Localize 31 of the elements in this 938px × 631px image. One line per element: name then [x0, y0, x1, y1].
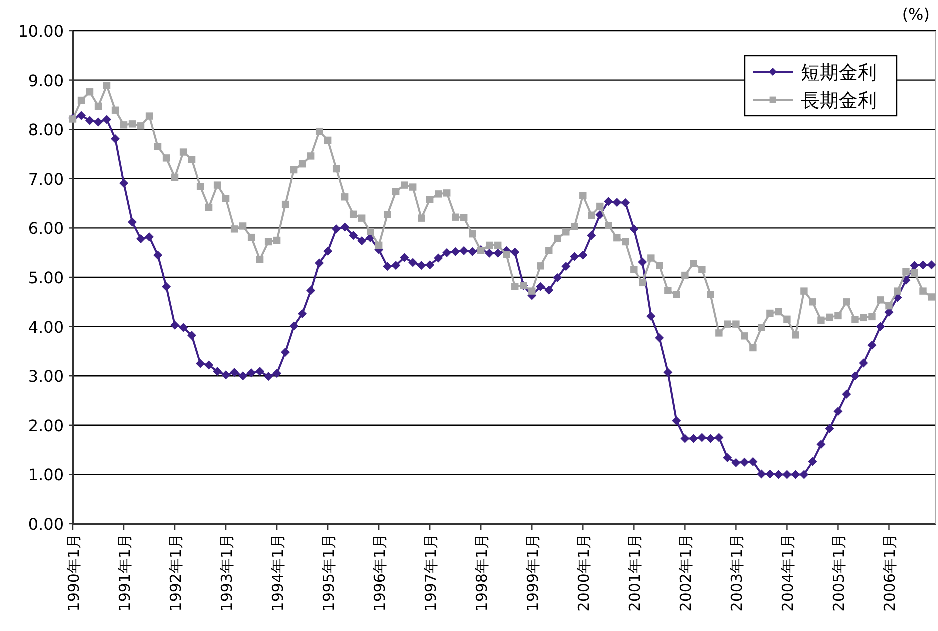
x-tick-label: 1991年1月	[116, 534, 134, 612]
x-tick-label: 1992年1月	[167, 534, 186, 612]
x-tick-label: 1995年1月	[320, 534, 338, 612]
x-tick-label: 1990年1月	[65, 534, 83, 612]
legend-label: 短期金利	[801, 62, 877, 84]
x-tick-label: 2003年1月	[728, 534, 746, 612]
legend-label: 長期金利	[801, 90, 877, 112]
y-tick-label: 10.00	[18, 22, 64, 41]
x-tick-label: 1999年1月	[524, 534, 542, 612]
x-tick-label: 1994年1月	[269, 534, 288, 612]
y-tick-label: 1.00	[28, 466, 64, 485]
y-tick-label: 5.00	[28, 268, 64, 288]
x-tick-label: 2005年1月	[830, 534, 848, 612]
x-tick-label: 1993年1月	[218, 534, 236, 612]
y-axis-title: (%)	[902, 5, 930, 24]
x-tick-label: 1997年1月	[422, 534, 440, 612]
x-tick-label: 1996年1月	[371, 534, 390, 612]
x-tick-label: 2001年1月	[626, 534, 644, 612]
y-tick-label: 6.00	[28, 219, 64, 238]
y-tick-label: 4.00	[28, 318, 64, 337]
y-tick-label: 8.00	[28, 120, 64, 140]
y-tick-label: 2.00	[28, 416, 64, 436]
y-tick-label: 0.00	[28, 515, 64, 534]
x-tick-label: 2006年1月	[881, 534, 900, 612]
y-tick-label: 9.00	[28, 71, 64, 90]
x-tick-label: 2002年1月	[677, 534, 696, 612]
x-tick-label: 2004年1月	[779, 534, 798, 612]
x-tick-label: 1998年1月	[473, 534, 492, 612]
y-tick-label: 7.00	[28, 170, 64, 189]
x-tick-label: 2000年1月	[575, 534, 594, 612]
y-tick-label: 3.00	[28, 367, 64, 386]
